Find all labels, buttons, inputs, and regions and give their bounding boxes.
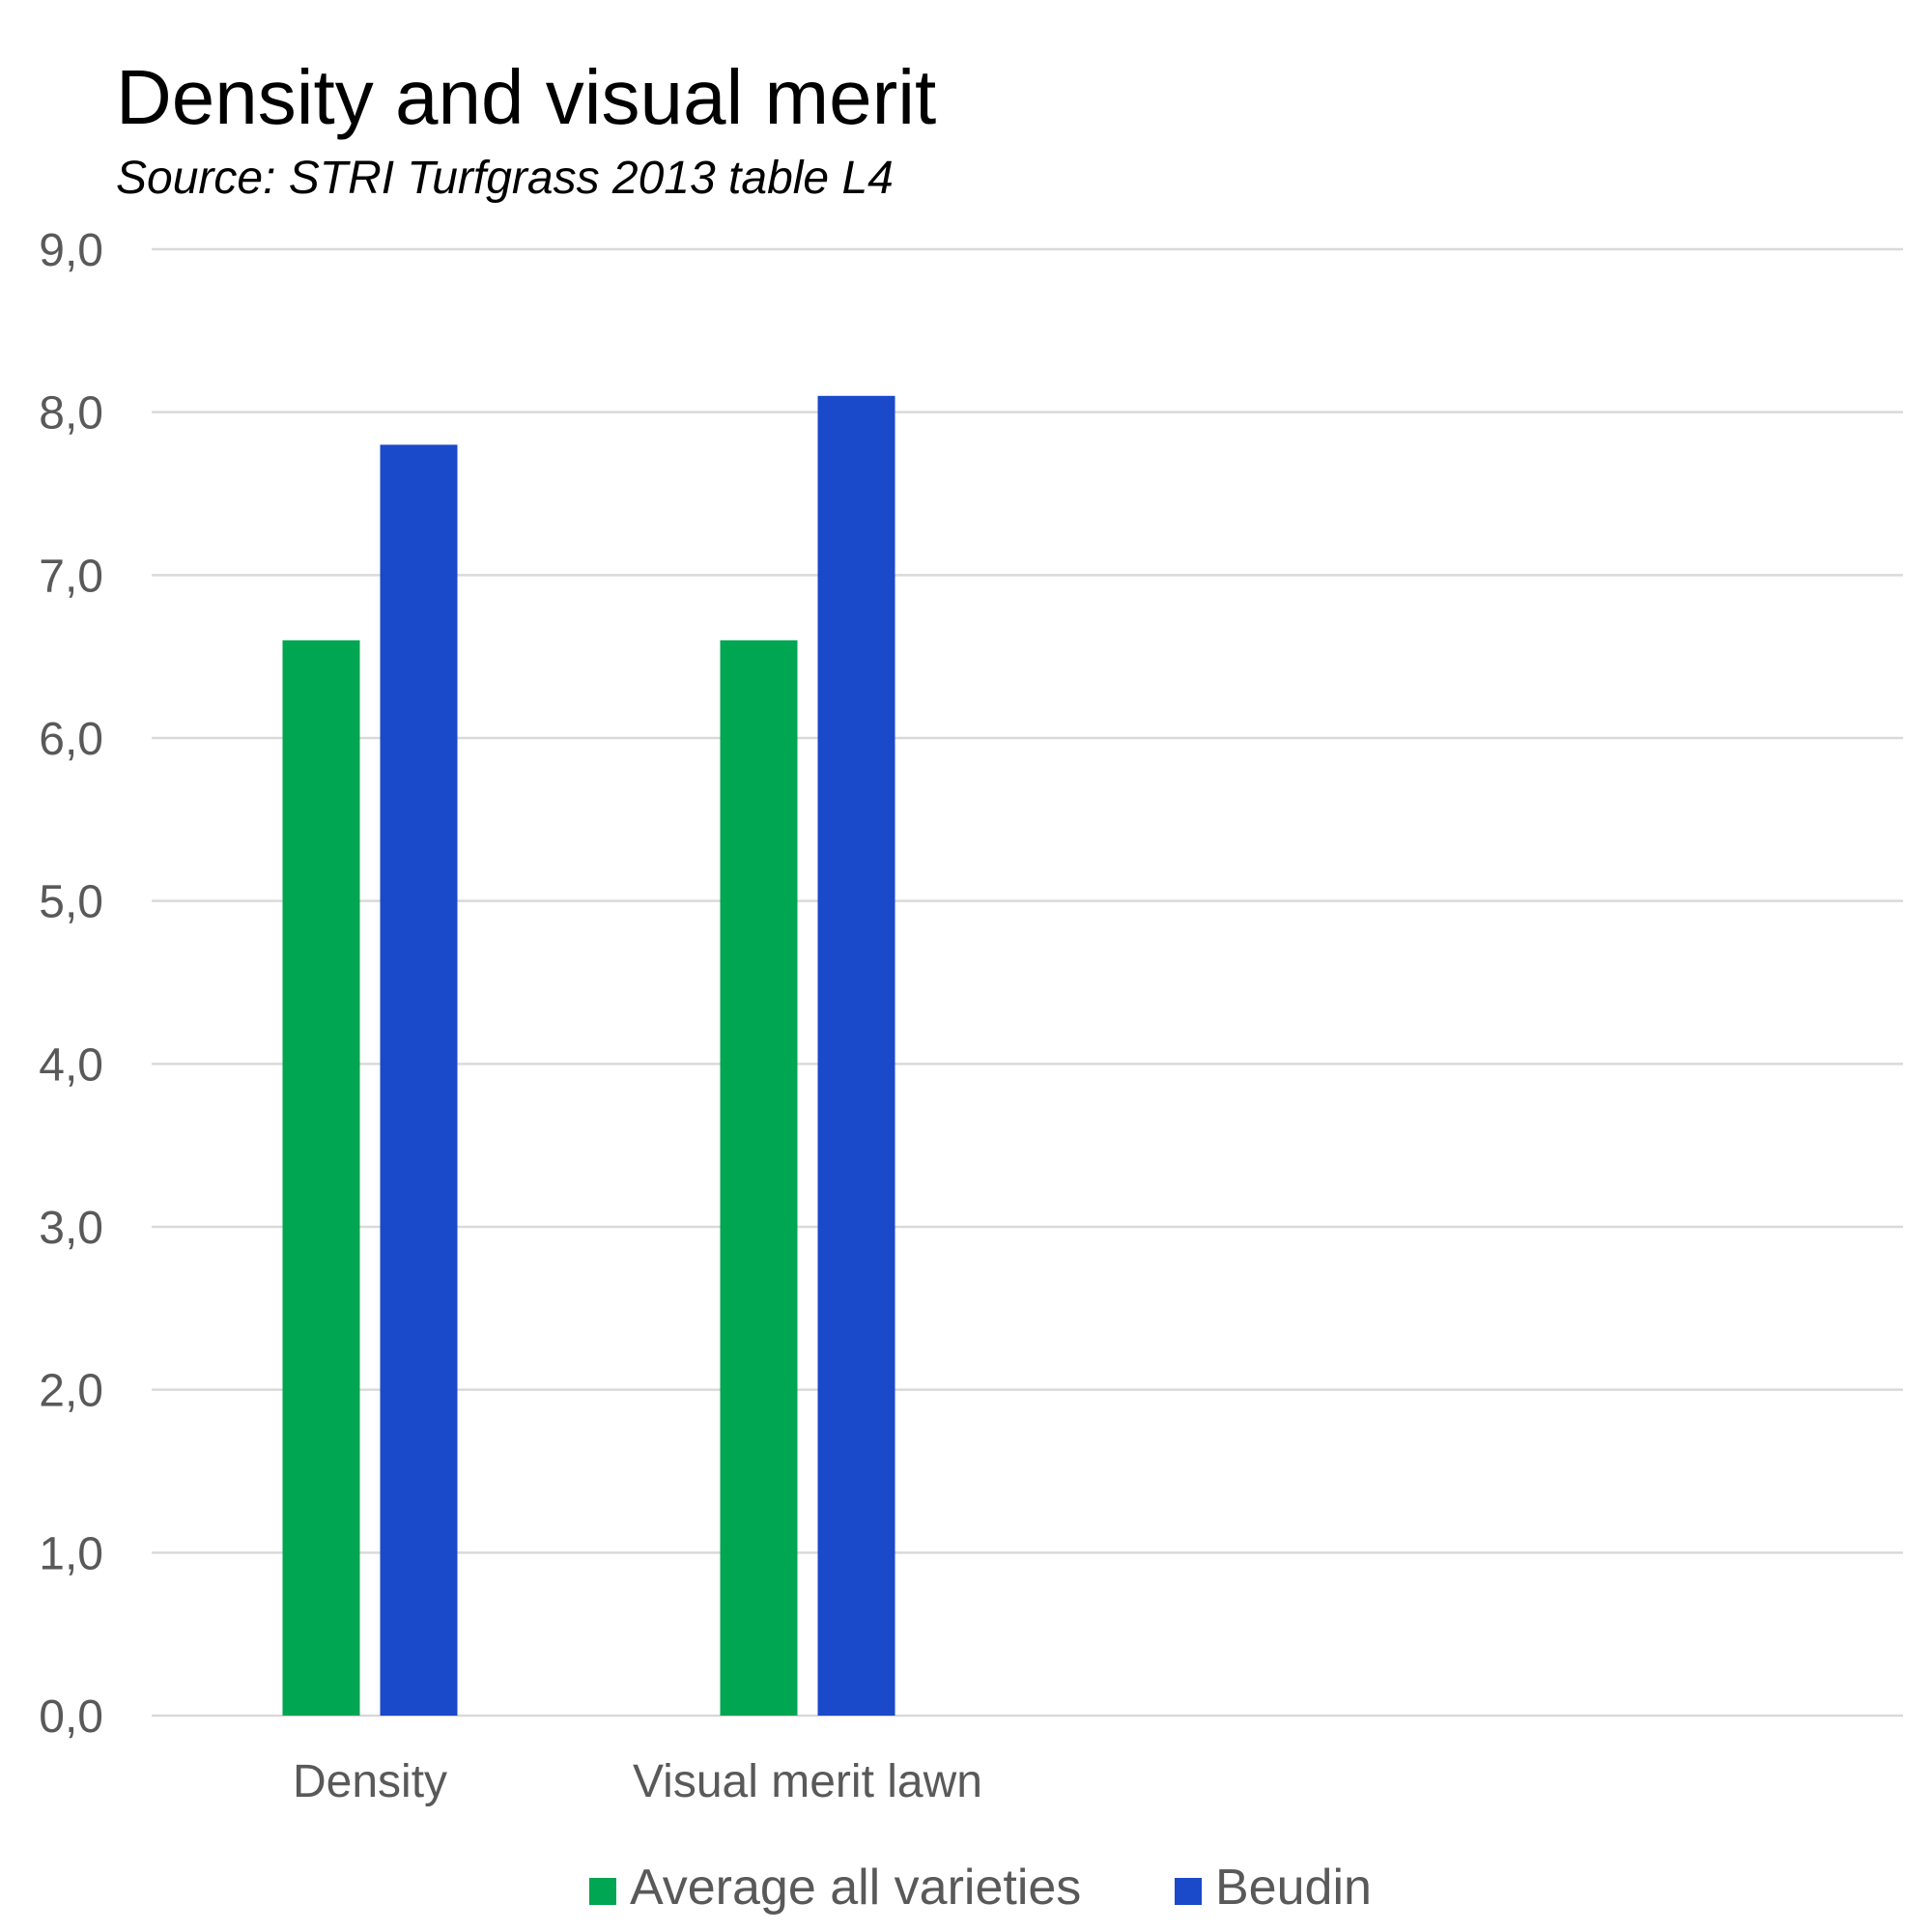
y-tick-label: 4,0 xyxy=(39,1039,103,1091)
x-axis-ticks: Density Visual merit lawn xyxy=(293,1756,982,1807)
bar xyxy=(282,639,360,1716)
y-tick-label: 6,0 xyxy=(39,714,103,765)
y-tick-label: 7,0 xyxy=(39,551,103,602)
y-tick-label: 8,0 xyxy=(39,388,103,440)
chart-subtitle: Source: STRI Turfgrass 2013 table L4 xyxy=(116,153,894,204)
y-tick-label: 5,0 xyxy=(39,877,103,928)
y-tick-label: 2,0 xyxy=(39,1366,103,1417)
y-tick-label: 1,0 xyxy=(39,1528,103,1579)
legend-item: Beudin xyxy=(1175,1860,1372,1916)
chart-title: Density and visual merit xyxy=(116,54,936,140)
x-tick-label: Density xyxy=(293,1756,447,1807)
y-tick-label: 0,0 xyxy=(39,1691,103,1743)
y-axis-ticks: 0,0 1,0 2,0 3,0 4,0 5,0 6,0 7,0 8,0 9,0 xyxy=(39,225,103,1743)
bar xyxy=(817,395,895,1716)
legend-label: Average all varieties xyxy=(630,1860,1081,1916)
legend-swatch xyxy=(1175,1878,1202,1905)
bars xyxy=(282,395,895,1716)
bar xyxy=(720,639,798,1716)
y-tick-label: 9,0 xyxy=(39,225,103,276)
legend: Average all varieties Beudin xyxy=(589,1860,1372,1916)
legend-label: Beudin xyxy=(1215,1860,1372,1916)
y-tick-label: 3,0 xyxy=(39,1203,103,1254)
legend-swatch xyxy=(589,1878,616,1905)
bar xyxy=(380,444,458,1716)
x-tick-label: Visual merit lawn xyxy=(633,1756,982,1807)
legend-item: Average all varieties xyxy=(589,1860,1081,1916)
